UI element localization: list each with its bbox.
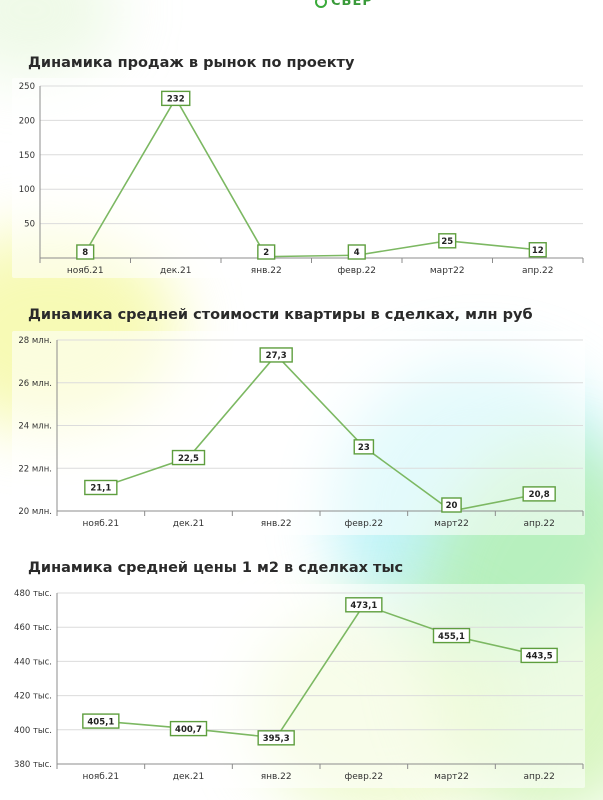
data-label: 473,1 <box>350 601 377 611</box>
y-tick-label: 460 тыс. <box>14 623 52 633</box>
logo: СБЕР <box>315 0 373 9</box>
y-tick-label: 22 млн. <box>18 464 52 474</box>
y-tick-label: 50 <box>24 220 35 230</box>
data-label-box <box>84 479 118 496</box>
data-label-box <box>347 244 366 260</box>
x-tick-label: дек.21 <box>160 266 192 276</box>
x-tick-label: февр.22 <box>345 519 384 529</box>
y-tick-label: 100 <box>19 185 35 195</box>
x-tick-label: нояб.21 <box>67 266 104 276</box>
data-label: 455,1 <box>438 632 465 642</box>
data-label: 443,5 <box>526 652 553 662</box>
data-label: 20,8 <box>529 490 550 500</box>
x-tick-label: дек.21 <box>173 519 205 529</box>
data-label: 395,3 <box>263 734 290 744</box>
data-label: 2 <box>263 248 269 258</box>
chart-apartment-price: 20 млн. 22 млн. 24 млн. 26 млн. 28 млн. нояб.… <box>12 331 585 535</box>
x-tick-label: апр.22 <box>523 519 554 529</box>
x-tick-label: март22 <box>434 772 469 782</box>
sber-logo-icon <box>315 0 327 8</box>
x-tick-label: февр.22 <box>345 772 384 782</box>
data-label-box <box>345 597 383 613</box>
data-label: 400,7 <box>175 725 202 735</box>
data-label: 8 <box>82 248 88 258</box>
data-label: 232 <box>167 95 185 105</box>
data-label-box <box>432 627 471 644</box>
data-label: 21,1 <box>90 484 111 494</box>
data-label-box <box>169 720 208 737</box>
chart-panel <box>12 584 585 788</box>
logo-text: СБЕР <box>331 0 373 9</box>
x-tick-label: дек.21 <box>173 772 205 782</box>
x-tick-label: нояб.21 <box>82 772 119 782</box>
series-line <box>84 96 538 258</box>
chart-title-sqm-price: Динамика средней цены 1 м2 в сделках тыс <box>28 560 404 576</box>
x-tick-label: март22 <box>430 266 465 276</box>
y-tick-label: 440 тыс. <box>14 657 52 667</box>
y-tick-label: 24 млн. <box>18 422 52 432</box>
data-label-box <box>171 449 206 466</box>
data-label-box <box>82 713 120 729</box>
data-label: 4 <box>354 248 360 258</box>
y-tick-label: 420 тыс. <box>14 692 52 702</box>
data-label-box <box>438 233 457 249</box>
x-tick-label: янв.22 <box>261 772 292 782</box>
data-label-box <box>441 497 462 513</box>
data-label: 23 <box>358 443 370 453</box>
data-label: 22,5 <box>178 454 199 464</box>
x-tick-label: янв.22 <box>251 266 282 276</box>
data-label: 20 <box>446 501 458 511</box>
y-tick-label: 26 млн. <box>18 379 52 389</box>
x-tick-label: февр.22 <box>337 266 376 276</box>
data-label-box <box>353 439 375 455</box>
x-tick-label: апр.22 <box>522 266 553 276</box>
data-label-box <box>259 347 293 363</box>
data-label-box <box>76 244 95 260</box>
y-tick-label: 150 <box>19 151 35 161</box>
data-label-box <box>522 486 556 502</box>
y-tick-label: 480 тыс. <box>14 589 52 599</box>
x-tick-label: янв.22 <box>261 519 292 529</box>
data-label: 27,3 <box>266 351 287 361</box>
data-label-box <box>161 90 191 107</box>
chart-sqm-price: 380 тыс. 400 тыс. 420 тыс. 440 тыс. 460 тыс.… <box>12 584 585 788</box>
data-label: 25 <box>441 237 453 247</box>
data-label: 405,1 <box>87 717 114 727</box>
y-tick-label: 28 млн. <box>18 336 52 346</box>
data-label: 12 <box>532 246 544 256</box>
chart-panel <box>12 78 585 278</box>
chart-title-sales: Динамика продаж в рынок по проекту <box>28 55 355 71</box>
data-label-box <box>257 730 295 746</box>
y-tick-label: 400 тыс. <box>14 726 52 736</box>
data-label-box <box>257 244 276 260</box>
data-label-box <box>528 242 547 258</box>
y-tick-label: 20 млн. <box>18 507 52 517</box>
chart-sales: 50 100 150 200 250 нояб.21 дек.21 янв.22 февр.22… <box>12 78 585 278</box>
chart-title-apartment-price: Динамика средней стоимости квартиры в сд… <box>28 307 533 323</box>
x-tick-label: нояб.21 <box>82 519 119 529</box>
x-tick-label: март22 <box>434 519 469 529</box>
chart-panel <box>12 331 585 535</box>
y-tick-label: 380 тыс. <box>14 760 52 770</box>
y-tick-label: 250 <box>19 82 35 92</box>
data-label-box <box>520 647 558 664</box>
y-tick-label: 200 <box>19 116 35 126</box>
x-tick-label: апр.22 <box>523 772 554 782</box>
